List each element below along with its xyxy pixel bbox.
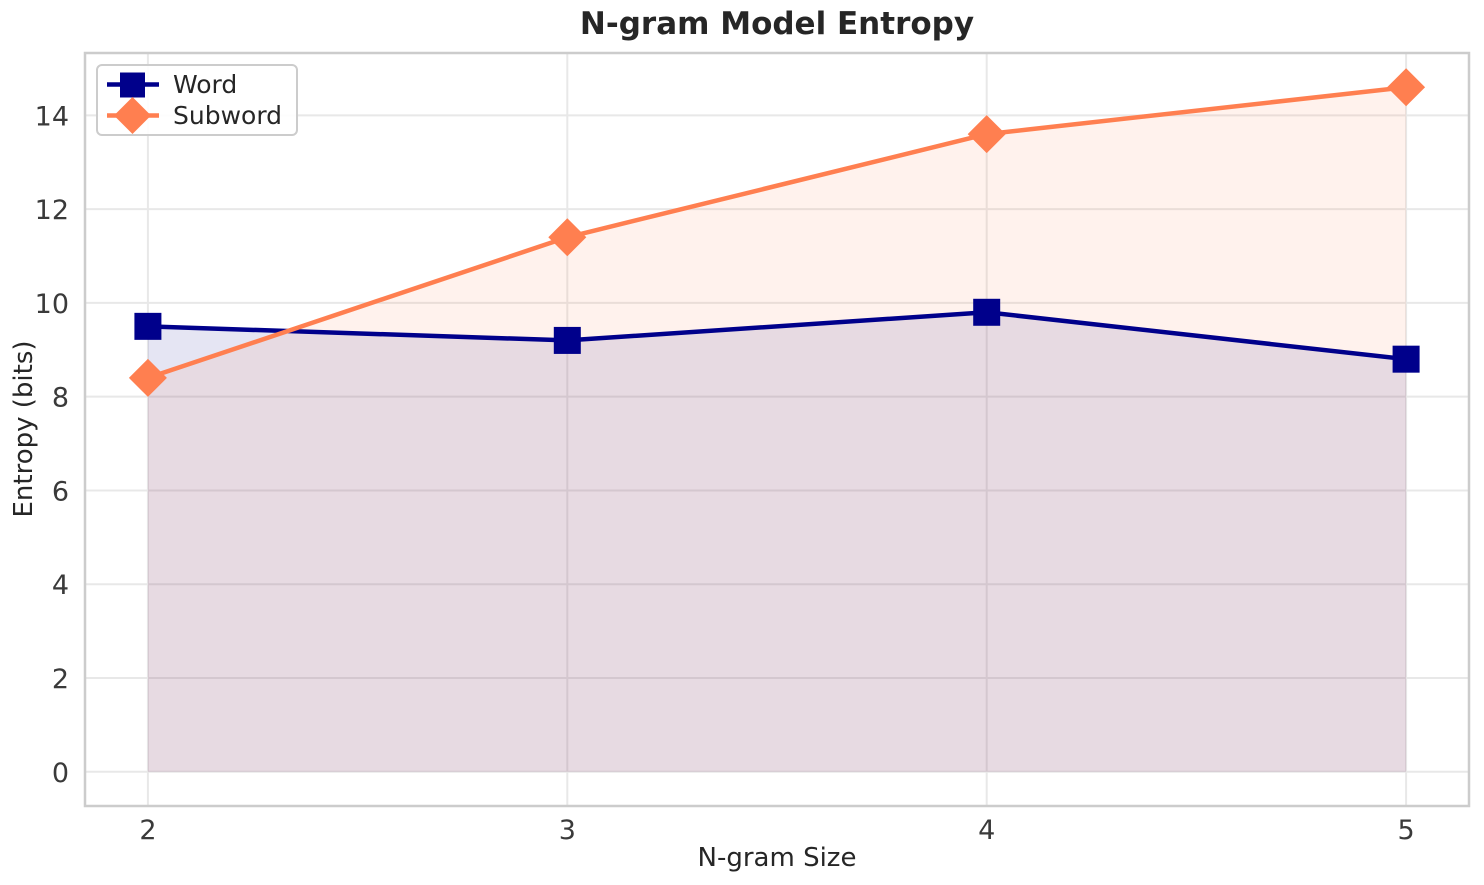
legend-item-word: Word	[106, 69, 282, 100]
x-tick-label: 5	[1397, 815, 1414, 846]
legend-item-subword: Subword	[106, 97, 283, 134]
word-line	[147, 310, 1407, 362]
subword-marker-point	[548, 218, 587, 257]
subword-marker-point	[967, 115, 1006, 154]
y-tick-label: 8	[52, 383, 69, 414]
y-tick-label: 0	[52, 758, 69, 789]
legend: Word Subword	[96, 64, 299, 136]
y-tick-label: 12	[35, 195, 69, 226]
x-axis-label: N-gram Size	[697, 843, 857, 873]
y-tick-label: 10	[35, 289, 69, 320]
y-tick-label: 6	[52, 476, 69, 507]
word-area-fill	[147, 312, 1407, 772]
subword-area-fill	[147, 87, 1407, 772]
legend-label-subword: Subword	[173, 101, 283, 130]
x-tick-label: 2	[139, 815, 156, 846]
y-tick-label: 14	[35, 101, 69, 132]
y-axis-label: Entropy (bits)	[9, 340, 39, 518]
word-marker-point	[134, 312, 162, 340]
legend-label-word: Word	[173, 70, 238, 99]
word-square-marker-icon	[107, 72, 159, 98]
y-tick-label: 4	[52, 570, 69, 601]
word-marker-point	[1392, 345, 1420, 373]
subword-diamond-marker-icon	[107, 97, 159, 134]
subword-line	[147, 84, 1407, 381]
subword-marker-point	[128, 358, 167, 397]
word-marker-point	[553, 326, 581, 354]
x-tick-label: 3	[559, 815, 576, 846]
word-marker-point	[973, 298, 1001, 326]
chart-title: N-gram Model Entropy	[579, 6, 975, 42]
plot-border	[83, 51, 1471, 808]
subword-marker-point	[1387, 68, 1426, 107]
x-tick-label: 4	[978, 815, 995, 846]
y-tick-label: 2	[52, 664, 69, 695]
